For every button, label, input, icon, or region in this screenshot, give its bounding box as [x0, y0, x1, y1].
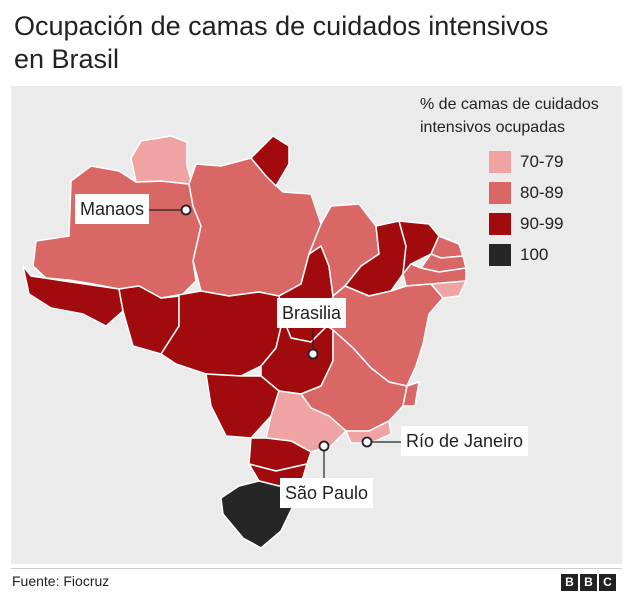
state-espirito-santo — [402, 381, 420, 407]
label-manaos: Manaos — [75, 194, 150, 224]
legend-swatch — [489, 243, 511, 266]
legend-swatch — [489, 150, 511, 173]
chart-title: Ocupación de camas de cuidados intensivo… — [14, 11, 549, 74]
bbc-logo: B B C — [561, 574, 616, 591]
source-text: Fuente: Fiocruz — [12, 573, 110, 589]
footer-divider — [11, 568, 622, 569]
state-para — [188, 157, 322, 297]
bbc-logo-letter: B — [561, 574, 578, 591]
bbc-logo-letter: C — [599, 574, 616, 591]
state-roraima — [130, 135, 194, 187]
state-acre — [22, 265, 124, 327]
legend-swatch — [489, 181, 511, 204]
map-panel: % de camas de cuidados intensivos ocupad… — [11, 86, 622, 564]
legend-item: 80-89 — [489, 177, 563, 208]
rio-marker — [361, 436, 373, 448]
label-sao-paulo: São Paulo — [280, 478, 374, 508]
brasilia-marker — [307, 348, 319, 360]
sao-paulo-marker — [318, 440, 330, 452]
state-ceara — [398, 220, 440, 275]
brazil-map — [22, 135, 467, 549]
legend-title: % de camas de cuidados intensivos ocupad… — [420, 96, 599, 136]
state-rio-de-janeiro — [345, 420, 392, 444]
state-amazonas — [32, 165, 202, 299]
label-brasilia: Brasilia — [277, 298, 347, 328]
manaos-marker — [180, 204, 192, 216]
bbc-logo-letter: B — [580, 574, 597, 591]
legend-label: 80-89 — [520, 182, 564, 202]
legend-swatch — [489, 212, 511, 235]
legend-label: 100 — [520, 244, 549, 264]
legend-item: 90-99 — [489, 208, 563, 239]
legend: 70-79 80-89 90-99 100 — [489, 146, 563, 270]
legend-label: 70-79 — [520, 151, 564, 171]
state-amapa — [250, 135, 290, 187]
legend-label: 90-99 — [520, 213, 564, 233]
label-rio-de-janeiro: Río de Janeiro — [401, 426, 529, 456]
legend-item: 100 — [489, 239, 563, 270]
legend-item: 70-79 — [489, 146, 563, 177]
